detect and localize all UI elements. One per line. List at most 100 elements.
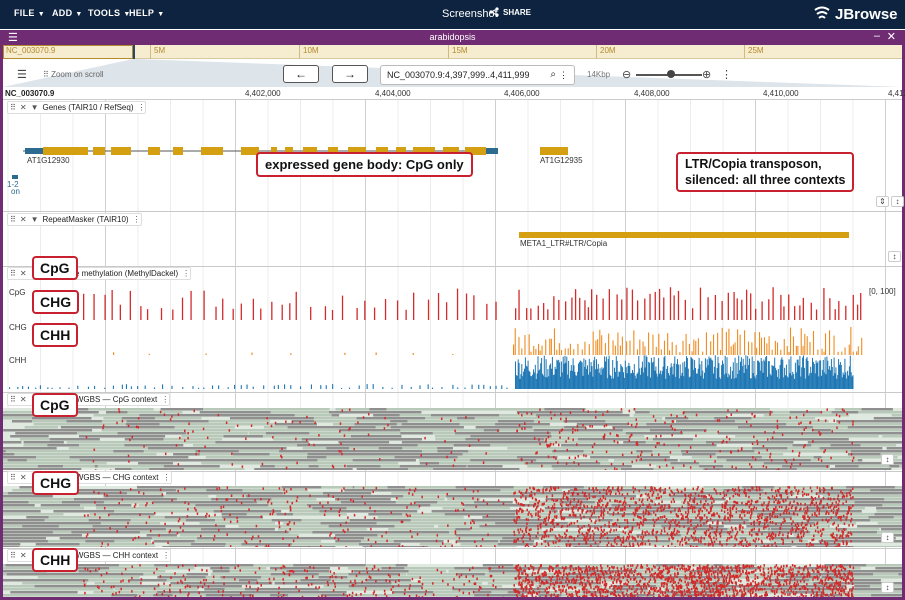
drag-handle-icon[interactable]: ⠿ (10, 551, 16, 560)
callout-cpg: CpG (32, 256, 78, 280)
track-title: Per-read WGBS — CpG context (42, 395, 158, 404)
drag-handle-icon[interactable]: ⠿ (10, 103, 16, 112)
ruler-label: 4,406,000 (504, 89, 540, 98)
overview-label: 5M (154, 46, 166, 55)
score-range: [0, 100] (869, 287, 896, 296)
reads-cpg-pileup (3, 408, 902, 470)
gene-label[interactable]: AT1G12930 (27, 156, 70, 165)
zoom-on-scroll-toggle[interactable]: ⠿ Zoom on scroll (43, 70, 104, 79)
repeat-label[interactable]: META1_LTR#LTR/Copia (520, 239, 608, 248)
overview-label: 10M (303, 46, 319, 55)
search-icon[interactable]: ⌕ (550, 69, 556, 80)
ruler-label: 4,408,000 (634, 89, 670, 98)
track-title: Genes (TAIR10 / RefSeq) (42, 103, 134, 112)
arrow-left-icon: ← (295, 67, 307, 81)
close-track-icon[interactable]: ✕ (19, 551, 27, 560)
jbrowse-logo: JBrowse (812, 4, 898, 24)
track-menu-icon[interactable]: ⋮ (137, 103, 146, 112)
close-track-icon[interactable]: ✕ (19, 269, 27, 278)
coordinate-ruler[interactable]: NC_003070.9 4,402,000 4,404,000 4,406,00… (3, 88, 905, 100)
track-scroll-button[interactable]: ↕ (888, 251, 901, 262)
track-menu-icon[interactable]: ⋮ (162, 551, 171, 560)
more-icon[interactable]: ⋮ (559, 70, 568, 80)
callout-transposon: LTR/Copia transposon, silenced: all thre… (676, 152, 855, 192)
collapse-track-icon[interactable]: ▼ (30, 215, 39, 224)
callout-reads-cpg: CpG (32, 393, 78, 417)
ruler-label: 4,412 (888, 89, 905, 98)
jbrowse-logo-icon (814, 6, 830, 19)
overview-refname: NC_003070.9 (6, 46, 56, 55)
overview-label: 20M (600, 46, 616, 55)
location-input[interactable]: NC_003070.9:4,397,999..4,411,999 ⌕ ⋮ (380, 65, 575, 85)
callout-chh: CHH (32, 323, 79, 347)
close-view-icon[interactable]: ✕ (886, 31, 896, 43)
overview-scale-bar[interactable]: NC_003070.9 5M 10M 15M 20M 25M (3, 45, 902, 59)
track-selector-icon[interactable]: ☰ (17, 69, 27, 81)
menu-add[interactable]: ADD ▼ (52, 8, 83, 18)
view-title-bar: ☰ arabidopsis – ✕ (3, 30, 902, 45)
menu-help[interactable]: HELP ▼ (129, 8, 165, 18)
scroll-left-button[interactable]: ← (283, 65, 319, 83)
gene-label: 1-2 (7, 180, 19, 189)
overview-region (3, 45, 133, 59)
aggregate-methylation-plot (9, 287, 863, 389)
track-header-genes[interactable]: ⠿ ✕ ▼ Genes (TAIR10 / RefSeq) ⋮ (7, 101, 147, 114)
span-readout: 14Kbp (587, 70, 611, 79)
arrow-right-icon: → (344, 67, 356, 81)
drag-handle-icon[interactable]: ⠿ (10, 395, 16, 404)
track-scroll-button[interactable]: ↕ (881, 454, 894, 465)
callout-chg: CHG (32, 290, 80, 314)
callout-reads-chh: CHH (32, 548, 79, 572)
drag-handle-icon[interactable]: ⠿ (10, 269, 16, 278)
track-menu-icon[interactable]: ⋮ (132, 215, 141, 224)
track-title: RepeatMasker (TAIR10) (42, 215, 129, 224)
gene-label[interactable]: AT1G12935 (540, 156, 583, 165)
track-menu-icon[interactable]: ⋮ (162, 473, 171, 482)
view-menu-icon[interactable]: ☰ (8, 32, 18, 44)
reads-chh-pileup (3, 564, 902, 597)
menu-file[interactable]: FILE ▼ (14, 8, 45, 18)
callout-reads-chg: CHG (32, 471, 80, 495)
close-track-icon[interactable]: ✕ (19, 395, 27, 404)
ruler-refname: NC_003070.9 (5, 89, 55, 98)
zoom-in-icon[interactable]: ⊕ (702, 69, 712, 81)
track-scroll-button[interactable]: ↕ (881, 532, 894, 543)
track-scroll-button[interactable]: ↕ (881, 582, 894, 593)
close-track-icon[interactable]: ✕ (19, 473, 27, 482)
track-title: Per-read WGBS — CHH context (42, 551, 159, 560)
app-bar: FILE ▼ ADD ▼ TOOLS ▼ HELP ▼ Screenshot SHARE… (0, 0, 905, 29)
share-button[interactable]: SHARE (489, 7, 531, 17)
context-row-label: CHG (9, 323, 27, 332)
close-track-icon[interactable]: ✕ (19, 215, 27, 224)
scroll-right-button[interactable]: → (332, 65, 368, 83)
minimize-icon[interactable]: – (873, 30, 880, 42)
zoom-slider-handle[interactable] (667, 70, 675, 78)
drag-handle-icon[interactable]: ⠿ (10, 473, 16, 482)
track-menu-icon[interactable]: ⋮ (161, 395, 170, 404)
drag-handle-icon[interactable]: ⠿ (10, 215, 16, 224)
repeat-track (519, 232, 849, 238)
overview-label: 25M (748, 46, 764, 55)
collapse-track-icon[interactable]: ▼ (30, 103, 39, 112)
view-title: arabidopsis (429, 32, 476, 42)
track-scroll-button[interactable]: ↕ (891, 196, 904, 207)
track-title: Per-read WGBS — CHG context (42, 473, 159, 482)
context-row-label: CHH (9, 356, 27, 365)
share-icon (489, 7, 499, 17)
zoom-out-icon[interactable]: ⊖ (622, 69, 632, 81)
overview-viewport-marker[interactable] (133, 45, 135, 59)
genes-track (12, 147, 568, 179)
callout-gene-body: expressed gene body: CpG only (256, 152, 473, 177)
menu-tools[interactable]: TOOLS ▼ (88, 8, 131, 18)
gene-label: on (11, 187, 20, 196)
expand-track-button[interactable]: ⇕ (876, 196, 889, 207)
track-title: Aggregate methylation (MethylDackel) (42, 269, 179, 278)
ruler-label: 4,402,000 (245, 89, 281, 98)
linear-genome-view: ☰ arabidopsis – ✕ NC_003070.9 5M 10M 15M… (0, 30, 905, 600)
close-track-icon[interactable]: ✕ (19, 103, 27, 112)
context-row-label: CpG (9, 288, 26, 297)
track-header-repeatmasker[interactable]: ⠿ ✕ ▼ RepeatMasker (TAIR10) ⋮ (7, 213, 142, 226)
track-menu-icon[interactable]: ⋮ (182, 269, 191, 278)
callout-line: silenced: all three contexts (685, 173, 846, 187)
view-options-icon[interactable]: ⋮ (721, 69, 732, 81)
